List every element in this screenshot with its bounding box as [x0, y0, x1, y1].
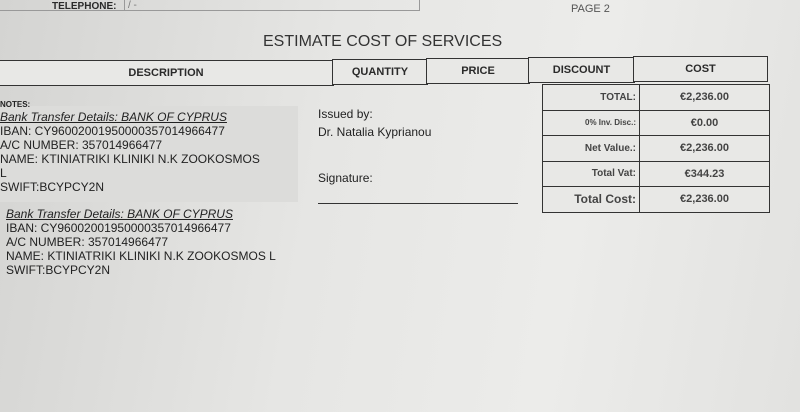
net-value-value: €2,236.00 — [680, 142, 729, 155]
bank-block-2: Bank Transfer Details: BANK OF CYPRUS IB… — [0, 207, 276, 277]
column-description: DESCRIPTION — [0, 60, 334, 86]
discount-row: 0% Inv. Disc.: €0.00 — [543, 110, 769, 136]
account-number-2: A/C NUMBER: 357014966477 — [6, 235, 169, 249]
account-name-1-cont: L — [0, 166, 7, 180]
discount-label: 0% Inv. Disc.: — [543, 110, 640, 135]
signature-label: Signature: — [318, 171, 373, 185]
account-name-1: NAME: KTINIATRIKI KLINIKI N.K ZOOKOSMOS — [0, 152, 260, 166]
telephone-label: TELEPHONE: — [52, 1, 117, 12]
net-value-label: Net Value.: — [543, 136, 640, 161]
total-cost-row: Total Cost: €2,236.00 — [543, 187, 769, 212]
issued-section: Issued by: Dr. Natalia Kyprianou Signatu… — [318, 105, 431, 187]
page-number: PAGE 2 — [571, 3, 610, 15]
bank-heading-1: Bank Transfer Details: BANK OF CYPRUS — [0, 110, 227, 124]
totals-table: TOTAL: €2,236.00 0% Inv. Disc.: €0.00 Net … — [542, 84, 770, 213]
discount-value: €0.00 — [690, 116, 719, 129]
signature-line — [318, 203, 518, 204]
total-row: TOTAL: €2,236.00 — [543, 85, 769, 111]
account-number-1: A/C NUMBER: 357014966477 — [0, 138, 163, 152]
total-value: €2,236.00 — [680, 91, 729, 104]
total-cost-value: €2,236.00 — [680, 193, 729, 206]
telephone-box — [0, 0, 420, 11]
notes-shading — [0, 106, 298, 202]
account-name-2: NAME: KTINIATRIKI KLINIKI N.K ZOOKOSMOS … — [6, 249, 276, 263]
total-vat-value: €344.23 — [684, 167, 725, 180]
iban-1: IBAN: CY96002001950000357014966477 — [0, 124, 225, 138]
notes-label: NOTES: — [0, 100, 31, 109]
issuer-name: Dr. Natalia Kyprianou — [318, 125, 432, 139]
bank-heading-2: Bank Transfer Details: BANK OF CYPRUS — [6, 207, 233, 221]
total-vat-label: Total Vat: — [543, 161, 640, 186]
column-price: PRICE — [426, 58, 530, 84]
column-discount: DISCOUNT — [528, 57, 635, 83]
document-title: ESTIMATE COST OF SERVICES — [263, 33, 503, 50]
total-cost-label: Total Cost: — [543, 187, 640, 212]
swift-2: SWIFT:BCYPCY2N — [6, 263, 111, 277]
iban-2: IBAN: CY96002001950000357014966477 — [6, 221, 231, 235]
column-cost: COST — [633, 56, 768, 82]
issued-by-label: Issued by: — [318, 107, 373, 121]
column-quantity: QUANTITY — [332, 59, 428, 85]
total-vat-row: Total Vat: €344.23 — [543, 161, 769, 187]
notes-section: NOTES: Bank Transfer Details: BANK OF CY… — [0, 100, 276, 277]
telephone-value: / - — [124, 0, 137, 11]
swift-1: SWIFT:BCYPCY2N — [0, 180, 105, 194]
total-label: TOTAL: — [543, 85, 640, 110]
net-value-row: Net Value.: €2,236.00 — [543, 136, 769, 162]
